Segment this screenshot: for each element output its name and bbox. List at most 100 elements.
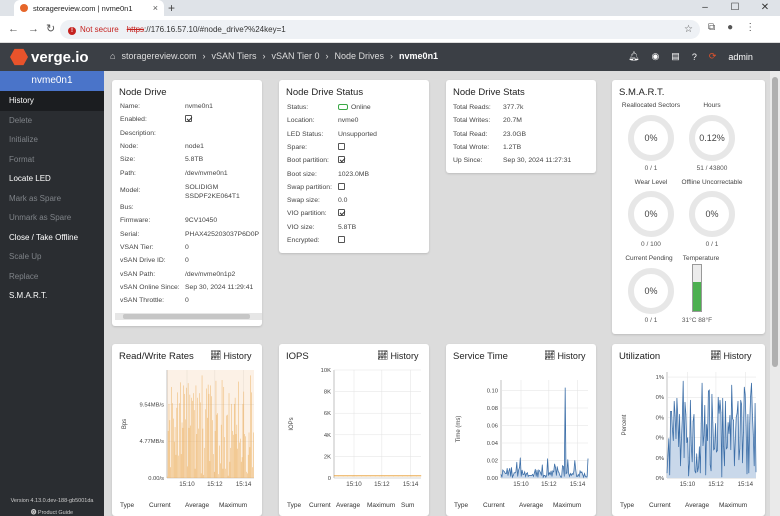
sidebar-item-unmark-spare[interactable]: Unmark as Spare [9,213,72,222]
history-link[interactable]: 📈︎ History [544,350,585,361]
verge-logo[interactable]: verge.io [10,48,89,66]
data-point [672,440,674,441]
field-value: 0 [185,297,189,305]
sidebar-item-locate-led[interactable]: Locate LED [9,174,51,183]
x-tick-label: 15:12 [207,481,223,488]
field-label: Total Wrote: [453,143,490,151]
url-input[interactable]: ! Not secure https://176.16.57.10/#node_d… [60,20,700,39]
tasks-icon[interactable]: ▤ [671,51,680,61]
field-value: 377.7k [503,104,524,111]
sidebar-item-history[interactable]: History [0,91,104,111]
page-scrollbar[interactable] [770,71,780,516]
breadcrumb-item[interactable]: vSAN Tiers [211,51,257,61]
minimize-icon[interactable]: – [702,2,708,13]
data-point [734,465,735,467]
field-label: VIO size: [287,223,315,231]
horizontal-scrollbar[interactable] [115,313,262,320]
checkbox[interactable] [338,142,345,151]
home-icon[interactable]: ⌂ [110,51,116,61]
sidebar-item-delete[interactable]: Delete [9,115,33,125]
checkbox[interactable] [338,209,345,217]
scrollbar-thumb[interactable] [772,77,778,367]
reload-icon[interactable]: ↻ [46,23,56,35]
forward-icon[interactable]: → [28,23,39,35]
series-area [667,381,756,478]
scrollbar-thumb[interactable] [123,314,250,319]
data-point [571,473,573,474]
data-point [709,464,711,466]
data-point [539,470,541,472]
field-value: 9CV10450 [185,217,218,225]
history-link[interactable]: 📈︎ History [710,350,751,361]
sidebar-item-initialize[interactable]: Initialize [9,135,38,144]
iops-chart: 0 2K 4K 6K 8K 10K 15:10 15:12 15:14 IOPs [289,368,422,488]
sidebar-item-replace[interactable]: Replace [9,271,39,281]
field-label: Boot size: [287,170,317,178]
line-chart-icon: 📈︎ [710,350,722,360]
data-point [540,472,541,474]
data-point [534,472,535,474]
data-point [574,460,576,461]
card-title: S.M.A.R.T. [619,87,665,98]
gauge-sub: 51 / 43800 [696,165,728,172]
sidebar-item-mark-spare[interactable]: Mark as Spare [9,193,62,203]
history-link[interactable]: 📈︎ History [377,350,418,361]
sidebar-item-format[interactable]: Format [9,154,35,164]
menu-kebab-icon[interactable]: ⋮ [745,22,756,33]
refresh-icon[interactable]: ⟳ [708,51,717,61]
product-guide-link[interactable]: ⓿ Product Guide [0,508,104,516]
history-link[interactable]: 📈︎ History [210,350,251,361]
bookmark-star-icon[interactable]: ☆ [684,24,693,35]
data-point [666,472,668,474]
data-point [714,448,715,450]
card-title: Node Drive Stats [453,87,525,98]
back-icon[interactable]: ← [8,23,19,35]
legend-column-header: Average [685,502,710,509]
rss-icon[interactable]: ◉ [651,51,660,61]
extensions-icon[interactable]: ⧉ [708,22,716,33]
checkbox[interactable] [338,156,345,164]
sidebar-item-smart[interactable]: S.M.A.R.T. [9,291,48,300]
data-point [520,475,522,477]
data-point [566,472,568,474]
x-tick-label: 15:10 [346,481,362,488]
field-label: Serial: [120,230,140,238]
field-value: Online [338,104,371,111]
sidebar-item-scale-up[interactable]: Scale Up [9,252,42,261]
breadcrumb-item[interactable]: Node Drives [334,51,385,61]
history-label: History [223,350,252,361]
not-secure-badge[interactable]: ! Not secure [68,25,119,35]
browser-tab[interactable]: storagereview.com | nvme0n1 × [14,0,164,16]
checkbox[interactable] [338,236,345,244]
bell-icon[interactable]: 🔔︎ [628,51,640,61]
gauge-sub: 0 / 100 [641,241,661,248]
data-point [673,400,675,402]
data-point [721,476,723,478]
checkbox[interactable] [338,182,345,191]
field-label: Encrypted: [287,237,320,244]
data-point [549,474,551,475]
breadcrumb-item[interactable]: vSAN Tier 0 [271,51,320,61]
iops-card: IOPS 📈︎ History 0 2K 4K 6K 8K 10K 15:10 15:12 15:… [279,344,429,516]
field-label: Size: [120,156,136,164]
help-icon[interactable]: ? [691,51,697,62]
new-tab-icon[interactable]: + [168,1,176,15]
checkbox[interactable] [185,115,192,123]
data-point [556,475,557,476]
data-point [697,471,698,473]
y-tick-label: 0 [328,476,331,482]
data-point [733,420,734,421]
close-window-icon[interactable]: ✕ [760,2,770,13]
sidebar-item-close-offline[interactable]: Close / Take Offline [9,232,79,242]
service-time-card: Service Time 📈︎ History 0.00 0.02 0.04 0.06 0… [446,344,596,516]
data-point [751,382,752,384]
close-tab-icon[interactable]: × [152,3,158,13]
breadcrumb-item[interactable]: storagereview.com [121,51,197,61]
checkbox-box [185,115,192,123]
data-point [581,471,583,473]
profile-icon[interactable]: ● [727,22,734,33]
data-point [416,475,417,477]
user-menu[interactable]: admin [728,51,753,62]
data-point [716,450,718,452]
maximize-icon[interactable]: ☐ [730,2,740,13]
